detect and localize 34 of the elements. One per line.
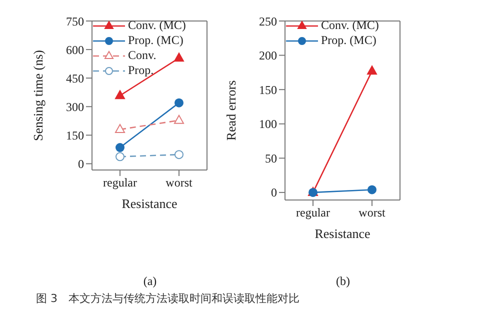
point [116,143,124,152]
y-tick-label: 250 [259,14,277,28]
y-tick-label: 450 [66,71,84,86]
y-tick-label: 750 [66,14,84,28]
x-axis-title: Resistance [122,196,178,211]
text: (a) [142,274,158,289]
x-tick-label: worst [166,176,193,190]
x-axis-title: Resistance [314,226,371,241]
text: (b) [335,274,351,289]
y-tick-label: 300 [66,100,84,114]
point [174,150,184,160]
x-tick-label: worst [358,206,386,220]
x-tick-label: regular [296,206,330,220]
y-axis-title: Read errors [224,80,239,141]
legend-label: Conv. (MC) [128,18,186,33]
y-tick-label: 50 [265,151,277,166]
y-tick-label: 150 [259,82,277,97]
y-tick-label: 0 [271,186,277,200]
legend-label: Conv. (MC) [321,18,379,33]
legend-label: Conv. [128,48,156,63]
point [368,185,376,194]
y-tick-label: 150 [66,128,84,142]
legend-label: Prop. (MC) [128,33,184,48]
caption: 图 3 本文方法与传统方法读取时间和误读取性能对比 [36,291,300,306]
y-tick-label: 100 [259,117,277,132]
point [116,152,124,162]
y-tick-label: 200 [259,48,277,63]
legend-label: Prop. [128,63,154,78]
y-tick-label: 0 [78,156,84,171]
y-axis-title: Sensing time (ns) [30,50,46,141]
x-tick-label: regular [103,176,137,190]
point [174,98,184,108]
y-tick-label: 600 [66,42,84,57]
legend-label: Prop. (MC) [321,33,376,48]
